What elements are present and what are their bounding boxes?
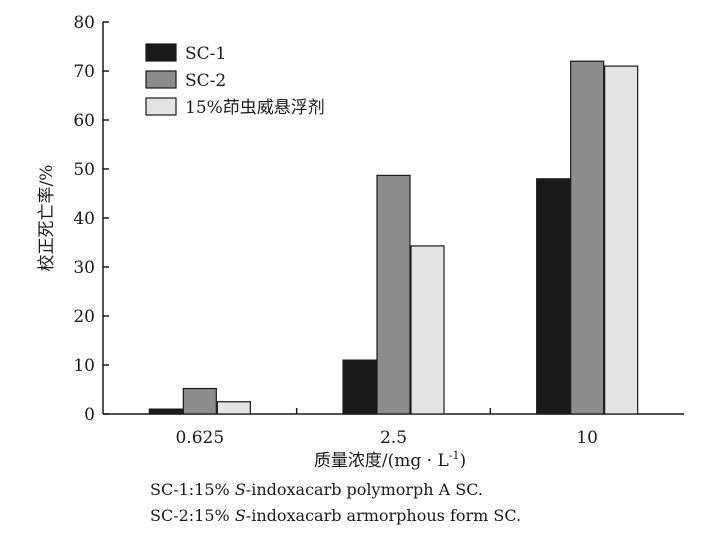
legend-swatch [145,97,177,116]
legend: SC-1 SC-2 15%茚虫威悬浮剂 [145,43,325,118]
bar [342,359,377,415]
x-axis-title-close: ) [459,451,466,471]
x-axis-title-sup: -1 [449,449,460,462]
x-axis-title-main: 质量浓度/(mg · L [314,451,449,471]
y-tick-label: 70 [73,62,95,82]
note-1-prefix: SC-1:15% [150,480,235,499]
note-line-1: SC-1:15% S-indoxacarb polymorph A SC. [150,477,521,503]
legend-label: SC-1 [185,44,226,64]
bar [182,387,217,415]
bar [216,401,251,415]
legend-label: 15%茚虫威悬浮剂 [185,98,325,118]
x-tick-label: 0.625 [175,428,224,448]
legend-swatch [145,70,177,89]
bar [376,174,411,415]
note-1-italic: S [234,480,246,499]
note-2-suffix: -indoxacarb armorphous form SC. [245,506,522,525]
y-ticks: 0 10 20 30 40 50 60 70 80 [73,13,109,425]
x-axis-title: 质量浓度/(mg · L-1) [314,449,466,471]
y-tick-label: 50 [73,160,95,180]
legend-label: SC-2 [185,71,226,91]
bars [148,60,639,415]
y-tick-label: 30 [73,258,95,278]
note-line-2: SC-2:15% S-indoxacarb armorphous form SC… [150,503,521,529]
x-tick-label: 2.5 [380,428,407,448]
legend-swatch [145,43,177,62]
bar [536,178,571,415]
x-ticks: 0.625 2.5 10 [175,408,598,448]
bar [604,65,639,415]
note-1-suffix: -indoxacarb polymorph A SC. [245,480,484,499]
bar [410,245,445,415]
note-2-italic: S [234,506,246,525]
y-tick-label: 20 [73,307,95,327]
bar-chart: 0 10 20 30 40 50 60 70 80 0.625 2.5 10 SC-1 SC-2 15%… [37,13,684,471]
bar [570,60,605,415]
y-tick-label: 10 [73,356,95,376]
y-tick-label: 0 [84,405,95,425]
x-tick-label: 10 [576,428,598,448]
y-tick-label: 40 [73,209,95,229]
y-tick-label: 60 [73,111,95,131]
y-tick-label: 80 [73,13,95,33]
note-2-prefix: SC-2:15% [150,506,235,525]
y-axis-title: 校正死亡率/% [37,165,57,272]
figure-notes: SC-1:15% S-indoxacarb polymorph A SC. SC… [150,477,521,529]
bar [148,408,183,415]
